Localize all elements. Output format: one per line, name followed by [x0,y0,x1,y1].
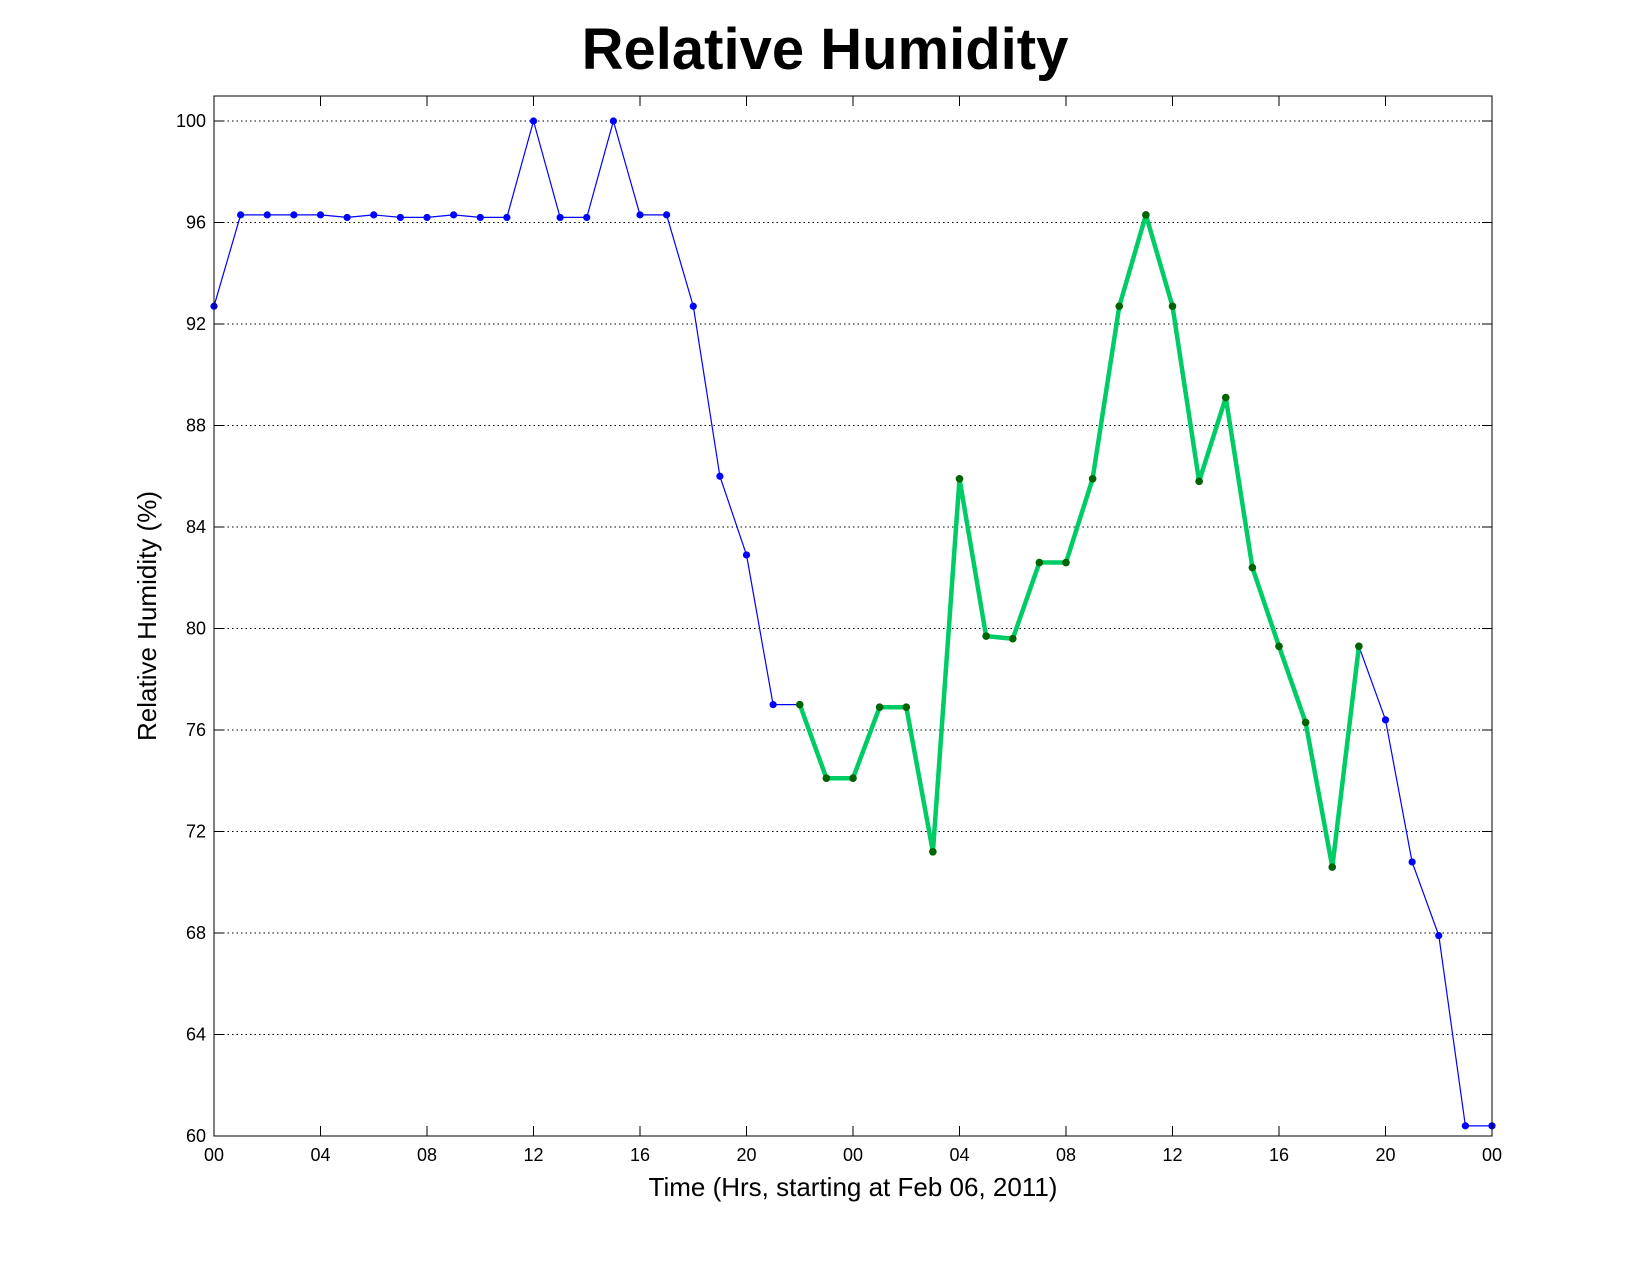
data-point-series-1 [1435,931,1443,940]
data-point-series-2 [1328,863,1337,871]
data-point-series-2 [1248,563,1257,572]
data-point-series-1 [716,472,724,480]
data-point-series-1 [742,551,751,559]
x-tick-label: 00 [204,1145,224,1165]
data-point-series-1 [343,213,351,222]
data-point-series-1 [769,701,777,709]
y-tick-label: 72 [186,822,206,842]
y-tick-label: 96 [186,213,206,233]
data-point-series-1 [237,211,245,219]
data-point-series-1 [636,211,644,219]
series-line-1 [213,120,1492,1127]
y-tick-label: 64 [186,1025,206,1045]
y-tick-label: 100 [176,111,206,131]
data-point-series-2 [902,703,911,711]
x-tick-label: 08 [1056,1145,1076,1165]
data-point-series-1 [583,213,591,222]
chart-title: Relative Humidity [581,17,1069,82]
x-axis-label: Time (Hrs, starting at Feb 06, 2011) [649,1172,1058,1202]
plot-area-frame [213,95,1493,1137]
data-point-series-2 [1115,302,1124,311]
series-line-2 [797,212,1362,870]
data-point-series-2 [1168,302,1177,311]
y-tick-label: 92 [186,314,206,334]
x-tick-label: 12 [523,1145,543,1165]
data-point-series-2 [955,474,964,483]
x-tick-label: 00 [843,1145,863,1165]
data-point-series-2 [1088,474,1097,483]
x-tick-label: 12 [1162,1145,1182,1165]
y-tick-label: 80 [186,619,206,639]
x-tick-label: 20 [1375,1145,1395,1165]
data-point-series-1 [609,117,617,125]
data-point-series-1 [396,213,404,222]
y-axis-label: Relative Humidity (%) [132,491,162,741]
x-tick-label: 00 [1482,1145,1502,1165]
x-tick-label: 16 [630,1145,650,1165]
data-point-series-1 [1461,1122,1469,1130]
x-tick-label: 04 [949,1145,969,1165]
data-point-series-2 [1142,211,1150,219]
data-point-series-2 [982,632,990,640]
series-layer [210,117,1496,1130]
data-point-series-2 [875,703,884,711]
data-point-series-2 [929,848,937,856]
grid-lines [214,120,1492,1137]
data-point-series-2 [1035,558,1044,567]
data-point-series-1 [316,211,325,219]
data-point-series-1 [529,117,538,125]
axis-ticks: 60 64 68 72 76 80 84 88 92 96 100 00 04 08 12 16 20 00 04 0… [176,96,1502,1165]
data-point-series-2 [1275,642,1283,651]
y-tick-label: 76 [186,720,206,740]
data-point-series-2 [849,774,857,783]
data-point-series-1 [423,213,431,222]
data-point-series-1 [370,211,378,219]
y-tick-label: 60 [186,1126,206,1146]
data-point-series-2 [795,700,804,709]
data-point-series-1 [1408,858,1416,866]
x-tick-label: 16 [1269,1145,1289,1165]
data-point-series-2 [1355,642,1363,651]
data-point-series-2 [1008,634,1017,643]
data-point-series-1 [689,302,697,310]
x-tick-label: 08 [417,1145,437,1165]
y-tick-label: 84 [186,517,206,537]
data-point-series-1 [663,211,671,219]
data-point-series-1 [263,211,271,219]
x-tick-label: 20 [736,1145,756,1165]
data-point-series-2 [1195,477,1203,486]
data-point-series-1 [476,213,484,222]
data-point-series-1 [290,211,298,219]
y-tick-label: 88 [186,416,206,436]
data-point-series-2 [1221,393,1230,402]
y-tick-label: 68 [186,923,206,943]
data-point-series-2 [822,774,831,783]
data-point-series-1 [450,211,458,219]
data-point-series-1 [503,213,511,222]
data-point-series-1 [1381,716,1390,724]
data-point-series-2 [1062,558,1070,567]
x-tick-label: 04 [310,1145,330,1165]
data-point-series-1 [556,213,564,222]
data-point-series-2 [1301,718,1310,727]
